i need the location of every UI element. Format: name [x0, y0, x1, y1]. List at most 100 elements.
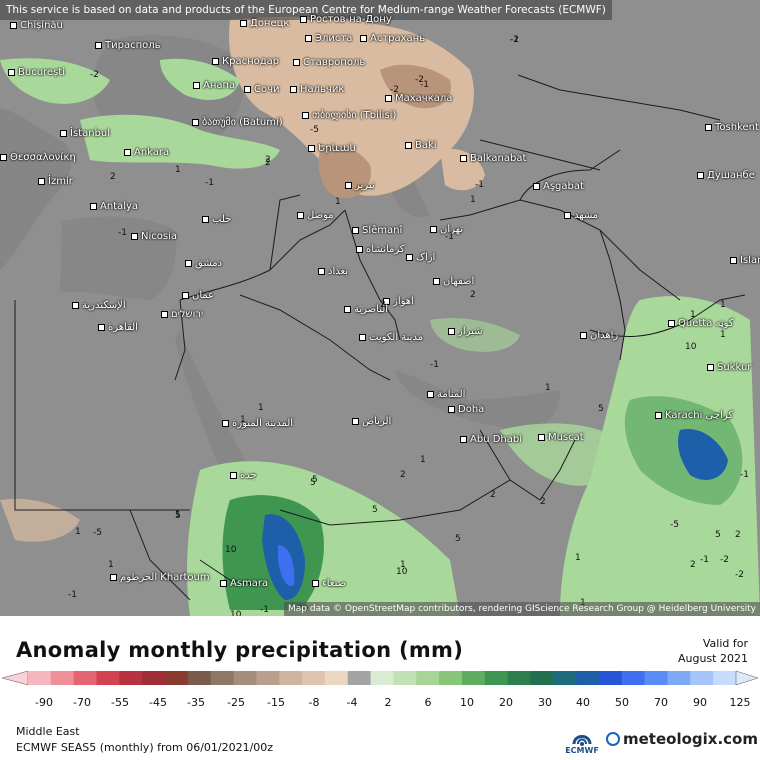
- city-label-riyadh: الرياض: [352, 416, 391, 427]
- city-name: دمشق: [195, 258, 223, 269]
- city-marker: [383, 297, 390, 305]
- city-name: مدينة الكويت: [369, 332, 424, 343]
- colorbar-swatch: [507, 671, 531, 685]
- city-marker: [0, 153, 7, 161]
- contour-label: 1: [545, 383, 551, 393]
- city-name: Karachi کراچی: [665, 410, 734, 421]
- city-label-madina: المدينة المنورة: [222, 418, 293, 429]
- city-marker: [564, 211, 571, 219]
- contour-label: 5: [598, 404, 604, 414]
- city-name: اصفهان: [443, 276, 475, 287]
- city-label-muscat: Muscat: [538, 432, 584, 443]
- city-marker: [430, 225, 437, 233]
- dry-anomaly-sudan: [0, 498, 80, 542]
- contour-label: 2: [490, 490, 496, 500]
- city-marker: [297, 211, 304, 219]
- contour-label: 5: [310, 478, 316, 488]
- colorbar-swatch: [530, 671, 554, 685]
- contour-label: 1: [175, 165, 181, 175]
- city-name: Элиста: [315, 33, 353, 44]
- ecmwf-logo-text: ECMWF: [565, 746, 599, 755]
- city-name: Sukkur: [717, 362, 752, 373]
- city-name: Երևան: [318, 143, 356, 154]
- ecmwf-logo-mark: [572, 735, 592, 746]
- contour-label: 2: [540, 497, 546, 507]
- forecast-map[interactable]: This service is based on data and produc…: [0, 0, 760, 616]
- colorbar-swatch: [598, 671, 623, 685]
- city-marker: [427, 390, 434, 398]
- city-marker: [90, 202, 97, 210]
- city-label-nicosia: Nicosia: [131, 231, 177, 242]
- colorbar-swatch: [96, 671, 120, 685]
- city-label-nasiriya: الناصرية: [344, 304, 388, 315]
- city-name: București: [18, 67, 65, 78]
- city-name: صنعاء: [322, 578, 347, 589]
- city-name: تبریز: [355, 180, 375, 191]
- city-marker: [308, 144, 315, 152]
- city-name: المنامة: [437, 389, 466, 400]
- city-name: თბილისი (Tbilisi): [312, 110, 397, 121]
- city-name: Анапа: [203, 80, 236, 91]
- city-name: Islam: [740, 255, 760, 266]
- city-label-toshkent: Toshkent: [705, 122, 759, 133]
- map-attribution[interactable]: Map data © OpenStreetMap contributors, r…: [284, 602, 760, 616]
- city-marker: [352, 226, 359, 234]
- colorbar-tick-label: -35: [187, 696, 205, 709]
- city-label-nalchik: Нальчик: [290, 84, 344, 95]
- contour-label: -5: [93, 528, 102, 538]
- city-name: عمان: [192, 290, 215, 301]
- city-marker: [448, 327, 455, 335]
- meteologix-logo[interactable]: meteologix.com: [606, 730, 758, 748]
- city-marker: [110, 573, 117, 581]
- city-name: Махачкала: [395, 93, 453, 104]
- city-label-astrakhan: Астрахань: [360, 33, 425, 44]
- city-marker: [580, 331, 587, 339]
- city-marker: [406, 253, 413, 261]
- city-label-ahvaz: اهواز: [383, 296, 414, 307]
- colorbar-arrow-left: [1, 670, 29, 686]
- city-label-ankara: Ankara: [124, 147, 169, 158]
- city-marker: [131, 232, 138, 240]
- city-name: شیراز: [458, 326, 483, 337]
- city-label-zahedan: زاهدان: [580, 330, 618, 341]
- colorbar-tick-label: -8: [308, 696, 320, 709]
- city-label-manama: المنامة: [427, 389, 465, 400]
- city-name: تهران: [440, 224, 464, 235]
- contour-label: 1: [240, 415, 246, 425]
- contour-label: 1: [720, 330, 726, 340]
- city-label-rostov: Ростов-на-Дону: [300, 14, 392, 25]
- contour-label: -2: [510, 35, 519, 45]
- contour-label: -1: [260, 605, 269, 615]
- city-marker: [533, 182, 540, 190]
- colorbar-tick-label: -25: [227, 696, 245, 709]
- map-canvas: [0, 16, 760, 616]
- city-name: Ankara: [134, 147, 170, 158]
- contour-label: 2: [735, 530, 741, 540]
- city-name: الناصرية: [354, 304, 389, 315]
- contour-label: 10: [685, 342, 697, 352]
- contour-label: 2: [400, 470, 406, 480]
- city-label-asmara: Asmara: [220, 578, 268, 589]
- contour-label: 1: [400, 560, 406, 570]
- city-name: زاهدان: [590, 330, 619, 341]
- contour-label: 1: [690, 310, 696, 320]
- ecmwf-logo[interactable]: ECMWF: [560, 726, 604, 758]
- city-marker: [344, 305, 351, 313]
- contour-label: -1: [740, 470, 749, 480]
- city-label-bucuresti: București: [8, 67, 65, 78]
- ecmwf-disclaimer: This service is based on data and produc…: [0, 0, 612, 20]
- city-name: الخرطوم Khartoum: [120, 572, 210, 583]
- city-name: المدينة المنورة: [232, 418, 294, 429]
- city-marker: [244, 85, 251, 93]
- colorbar-tick-label: 70: [654, 696, 668, 709]
- city-label-kuwait: مدينة الكويت: [359, 332, 423, 343]
- colorbar-swatch: [324, 671, 349, 685]
- colorbar-tick-label: 10: [460, 696, 474, 709]
- city-marker: [202, 215, 209, 223]
- city-label-esfahan: اصفهان: [433, 276, 474, 287]
- city-label-mashhad: مشهد: [564, 210, 598, 221]
- city-label-elista: Элиста: [305, 33, 352, 44]
- wet-anomaly-southern-iran: [430, 318, 520, 352]
- contour-label: -1: [445, 232, 454, 242]
- city-name: Сочи: [254, 84, 280, 95]
